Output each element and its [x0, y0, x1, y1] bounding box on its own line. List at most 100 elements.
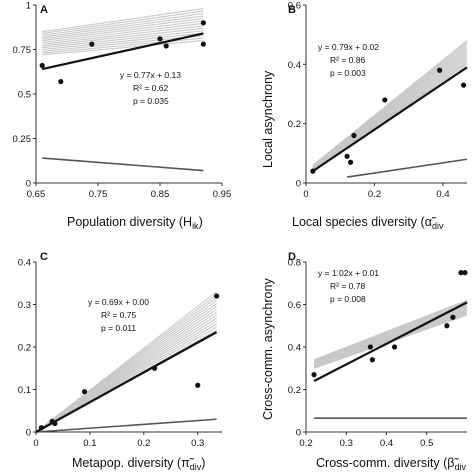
panel-b-data-point	[347, 159, 354, 165]
panel-a-x-tick-label: 0.65	[27, 189, 46, 200]
panel-d: D y = 1.02x + 0.01 R² = 0.78 p = 0.008 C…	[261, 251, 466, 472]
panel-b-null-line	[346, 158, 468, 178]
panel-b-bootstrap-line	[312, 60, 468, 171]
panel-c-bootstrap-line	[35, 291, 217, 433]
panel-a-bootstrap-line	[42, 22, 204, 43]
panel-d-y-tick-label: 0.4	[288, 343, 301, 354]
panel-c-y-tick-label: 0.4	[18, 258, 31, 269]
panel-c-null-line	[35, 418, 217, 433]
panel-d-bootstrap-line	[313, 312, 468, 368]
panel-c-p-value: p = 0.011	[101, 323, 136, 333]
panel-b-x-axis-label: Local species diversity (α̃div	[292, 215, 444, 231]
panel-a-bootstrap-line	[42, 35, 204, 52]
panel-a-bootstrap-line	[42, 10, 204, 35]
panel-a-null-line	[42, 157, 204, 172]
panel-a-regression-line	[41, 32, 204, 71]
panel-a-bootstrap-line	[42, 27, 204, 47]
panel-a-bootstrap-line	[42, 37, 204, 54]
panel-b-label: B	[288, 4, 296, 16]
panel-d-bootstrap-line	[313, 308, 468, 366]
panel-c-y-tick-label: 0.2	[18, 343, 31, 354]
panel-a-y-tick-label: 0.5	[18, 90, 31, 101]
panel-b-y-tick-label: 0.6	[288, 1, 301, 12]
panel-a-equation: y = 0.77x + 0.13	[120, 70, 181, 80]
panel-d-bootstrap-line	[313, 302, 468, 362]
panel-a-data-point	[163, 43, 169, 49]
panel-d-x-axis-label: Cross-comm. diversity (β̃div	[316, 456, 466, 472]
panel-b-r-squared: R² = 0.86	[330, 55, 365, 65]
panel-c-x-tick-label: 0.1	[83, 438, 96, 449]
panel-a-y-tick-label: 0.75	[13, 45, 32, 56]
panel-c-y-tick-label: 0	[26, 428, 31, 439]
panel-d-data-point	[311, 372, 317, 378]
panel-d-bootstrap-line	[313, 310, 468, 367]
panel-b-data-point	[344, 153, 350, 159]
panel-a-bootstrap-line	[42, 20, 204, 42]
panel-b-bootstrap-line	[312, 56, 468, 170]
panel-d-data-point	[367, 344, 373, 350]
panel-c-data-point	[38, 425, 44, 431]
panel-d-bootstrap-line	[313, 311, 468, 367]
panel-c-data-point	[52, 420, 58, 427]
panel-b-p-value: p = 0.003	[330, 68, 366, 78]
panel-b-x-tick-label: 0.2	[368, 189, 381, 200]
panel-a: A y = 0.77x + 0.13 R² = 0.62 p = 0.035 P…	[40, 4, 203, 231]
panel-d-equation: y = 1.02x + 0.01	[318, 268, 379, 278]
panel-d-x-tick-label: 0.2	[299, 438, 312, 449]
panel-a-data-point	[200, 41, 206, 47]
panel-b-data-point	[382, 97, 388, 103]
panel-b-y-tick-label: 0.4	[288, 60, 301, 71]
panel-a-label: A	[40, 4, 48, 16]
panel-c-x-tick-label: 0.2	[137, 438, 150, 449]
panel-c-data-point	[195, 382, 201, 388]
panel-b-y-axis-label: Local asynchrony	[261, 70, 275, 168]
panel-a-y-tick-label: 1	[26, 1, 31, 12]
panel-a-bootstrap-line	[42, 40, 204, 56]
panel-c-data-point	[81, 389, 88, 395]
panel-a-bootstrap-line	[42, 25, 204, 45]
panel-a-data-point	[58, 78, 64, 85]
panel-b-equation: y = 0.79x + 0.02	[318, 42, 379, 52]
panel-d-y-tick-label: 0.8	[288, 258, 301, 269]
panel-c-x-tick-label: 0	[33, 438, 38, 449]
panel-d-x-tick-label: 0.4	[380, 438, 393, 449]
panel-b-data-point	[460, 82, 467, 88]
panel-d-data-point	[458, 270, 464, 276]
panel-a-x-tick-label: 0.85	[151, 189, 170, 200]
panel-d-bootstrap-line	[313, 306, 468, 365]
panel-d-data-point	[462, 270, 468, 276]
panel-d-y-tick-label: 0.6	[288, 300, 301, 311]
panel-c: C y = 0.69x + 0.00 R² = 0.75 p = 0.011 M…	[40, 251, 205, 472]
panel-b-bootstrap-line	[312, 40, 468, 166]
panel-a-data-point	[89, 41, 95, 47]
panel-d-x-tick-label: 0.3	[340, 438, 353, 449]
panel-a-data-point	[157, 36, 163, 42]
panel-a-bootstrap-line	[42, 8, 204, 33]
panel-d-y-tick-label: 0.2	[288, 385, 301, 396]
panel-d-y-tick-label: 0	[296, 428, 301, 439]
panel-a-y-tick-label: 0	[26, 179, 31, 190]
panel-b-data-point	[436, 67, 443, 73]
panel-d-y-axis-label: Cross-comm. asynchrony	[261, 278, 275, 420]
panel-d-x-tick-label: 0.5	[420, 438, 433, 449]
panel-d-data-point	[369, 357, 376, 363]
panel-d-data-point	[391, 344, 398, 350]
panel-a-x-tick-label: 0.75	[89, 189, 108, 200]
panel-a-data-point	[200, 20, 206, 26]
panel-d-bootstrap-line	[313, 307, 468, 365]
panel-c-regression-line	[35, 331, 218, 433]
panel-a-x-tick-label: 0.95	[213, 189, 232, 200]
panel-b-data-point	[310, 168, 316, 174]
panel-c-x-tick-label: 0.3	[191, 438, 204, 449]
panel-d-bootstrap-line	[313, 299, 468, 361]
panel-c-x-axis-label: Metapop. diversity (π̃div)	[72, 456, 205, 472]
panel-c-y-tick-label: 0.1	[18, 385, 31, 396]
panel-a-bootstrap-line	[42, 15, 204, 38]
panel-a-p-value: p = 0.035	[133, 96, 169, 106]
panel-c-y-tick-label: 0.3	[18, 300, 31, 311]
panel-c-r-squared: R² = 0.75	[101, 310, 136, 320]
panel-a-r-squared: R² = 0.62	[133, 83, 168, 93]
panel-c-data-point	[214, 293, 220, 299]
panel-a-bootstrap-line	[42, 17, 204, 40]
